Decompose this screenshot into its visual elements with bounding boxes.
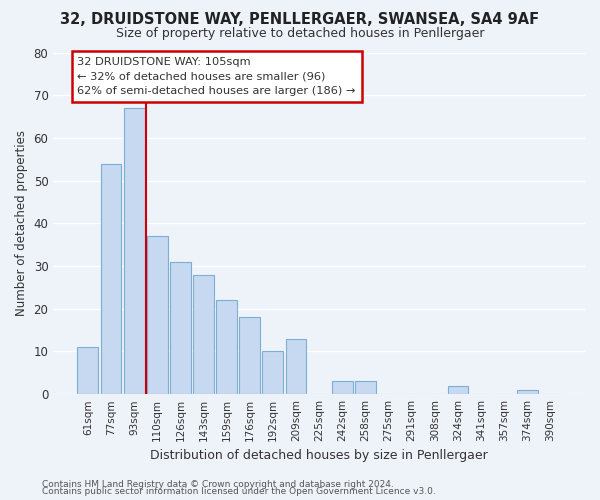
Bar (286, 338, 307, 394)
Bar (355, 382, 376, 394)
Bar (147, 236, 167, 394)
Text: Contains public sector information licensed under the Open Government Licence v3: Contains public sector information licen… (42, 488, 436, 496)
Bar (216, 300, 237, 394)
Bar (262, 352, 283, 394)
Text: Size of property relative to detached houses in Penllergaer: Size of property relative to detached ho… (116, 28, 484, 40)
Bar (101, 164, 121, 394)
Y-axis label: Number of detached properties: Number of detached properties (15, 130, 28, 316)
Bar (124, 108, 145, 394)
Bar (193, 274, 214, 394)
Text: 32, DRUIDSTONE WAY, PENLLERGAER, SWANSEA, SA4 9AF: 32, DRUIDSTONE WAY, PENLLERGAER, SWANSEA… (61, 12, 539, 28)
Text: 32 DRUIDSTONE WAY: 105sqm
← 32% of detached houses are smaller (96)
62% of semi-: 32 DRUIDSTONE WAY: 105sqm ← 32% of detac… (77, 57, 356, 96)
Bar (517, 390, 538, 394)
Bar (170, 262, 191, 394)
Bar (448, 386, 469, 394)
X-axis label: Distribution of detached houses by size in Penllergaer: Distribution of detached houses by size … (150, 450, 488, 462)
Bar (77, 347, 98, 394)
Bar (332, 382, 353, 394)
Text: Contains HM Land Registry data © Crown copyright and database right 2024.: Contains HM Land Registry data © Crown c… (42, 480, 394, 489)
Bar (239, 318, 260, 394)
